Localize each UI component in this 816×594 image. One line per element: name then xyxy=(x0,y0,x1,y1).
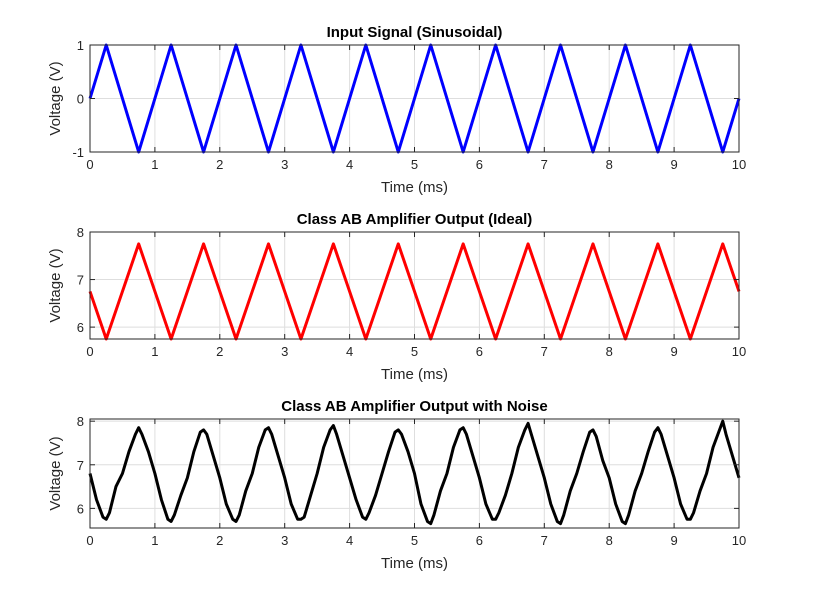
y-tick-label: 1 xyxy=(77,38,84,53)
x-tick-label: 0 xyxy=(86,533,93,548)
x-tick-label: 4 xyxy=(346,533,353,548)
x-tick-label: 10 xyxy=(732,533,746,548)
x-tick-label: 9 xyxy=(670,533,677,548)
y-tick-label: 6 xyxy=(77,320,84,335)
y-tick-label: 7 xyxy=(77,458,84,473)
x-tick-label: 7 xyxy=(541,533,548,548)
x-tick-label: 3 xyxy=(281,533,288,548)
x-tick-label: 5 xyxy=(411,344,418,359)
chart-title: Class AB Amplifier Output (Ideal) xyxy=(297,211,533,228)
y-tick-label: 7 xyxy=(77,273,84,288)
x-tick-label: 4 xyxy=(346,157,353,172)
x-axis-label: Time (ms) xyxy=(381,179,448,196)
y-tick-label: -1 xyxy=(72,145,84,160)
x-tick-label: 5 xyxy=(411,533,418,548)
amplifier-output-noise-panel: 0 1 2 3 4 5 6 7 8 9 10 6 7 8 Class AB Amplifier Output… xyxy=(47,398,746,572)
x-tick-label: 10 xyxy=(732,157,746,172)
y-axis-label: Voltage (V) xyxy=(47,61,64,135)
x-tick-label: 8 xyxy=(606,533,613,548)
x-tick-label: 2 xyxy=(216,344,223,359)
x-tick-label: 2 xyxy=(216,157,223,172)
x-tick-label: 2 xyxy=(216,533,223,548)
y-axis-label: Voltage (V) xyxy=(47,248,64,322)
x-tick-label: 8 xyxy=(606,157,613,172)
x-tick-label: 4 xyxy=(346,344,353,359)
x-tick-label: 0 xyxy=(86,344,93,359)
x-tick-label: 6 xyxy=(476,344,483,359)
y-tick-label: 8 xyxy=(77,414,84,429)
x-tick-label: 1 xyxy=(151,533,158,548)
x-tick-label: 8 xyxy=(606,344,613,359)
chart-title: Class AB Amplifier Output with Noise xyxy=(281,398,547,415)
x-tick-label: 3 xyxy=(281,344,288,359)
x-tick-label: 6 xyxy=(476,533,483,548)
y-axis-label: Voltage (V) xyxy=(47,436,64,510)
x-tick-label: 1 xyxy=(151,344,158,359)
x-tick-label: 6 xyxy=(476,157,483,172)
y-tick-label: 0 xyxy=(77,92,84,107)
amplifier-output-ideal-panel: 0 1 2 3 4 5 6 7 8 9 10 6 7 8 Class AB Amplifier Output… xyxy=(47,211,746,383)
chart-title: Input Signal (Sinusoidal) xyxy=(327,24,503,41)
y-tick-label: 8 xyxy=(77,225,84,240)
x-tick-label: 3 xyxy=(281,157,288,172)
x-axis-label: Time (ms) xyxy=(381,555,448,572)
x-tick-label: 9 xyxy=(670,157,677,172)
x-tick-label: 10 xyxy=(732,344,746,359)
x-tick-label: 0 xyxy=(86,157,93,172)
x-tick-label: 9 xyxy=(670,344,677,359)
x-tick-label: 7 xyxy=(541,157,548,172)
y-tick-label: 6 xyxy=(77,501,84,516)
x-axis-label: Time (ms) xyxy=(381,366,448,383)
x-tick-label: 5 xyxy=(411,157,418,172)
x-tick-label: 7 xyxy=(541,344,548,359)
x-tick-label: 1 xyxy=(151,157,158,172)
